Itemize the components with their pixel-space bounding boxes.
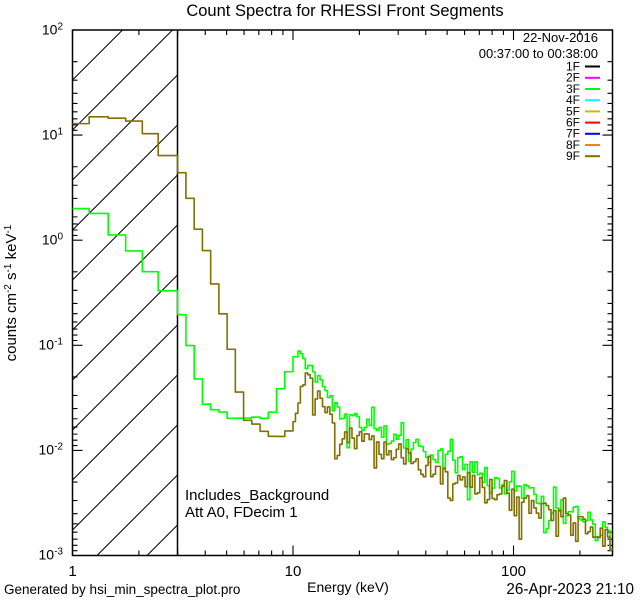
svg-text:Generated by hsi_min_spectra_p: Generated by hsi_min_spectra_plot.pro — [4, 582, 240, 597]
svg-text:26-Apr-2023 21:10: 26-Apr-2023 21:10 — [506, 581, 634, 598]
svg-text:1: 1 — [68, 563, 76, 580]
svg-text:10: 10 — [285, 563, 302, 580]
svg-text:Includes_Background: Includes_Background — [185, 487, 329, 504]
svg-text:Count Spectra for RHESSI Front: Count Spectra for RHESSI Front Segments — [186, 2, 503, 20]
svg-text:Energy (keV): Energy (keV) — [307, 579, 389, 595]
svg-text:9F: 9F — [566, 149, 580, 163]
svg-text:00:37:00 to 00:38:00: 00:37:00 to 00:38:00 — [479, 46, 598, 61]
svg-text:22-Nov-2016: 22-Nov-2016 — [523, 30, 598, 45]
svg-text:Att A0, FDecim 1: Att A0, FDecim 1 — [185, 504, 298, 521]
svg-text:100: 100 — [501, 563, 526, 580]
